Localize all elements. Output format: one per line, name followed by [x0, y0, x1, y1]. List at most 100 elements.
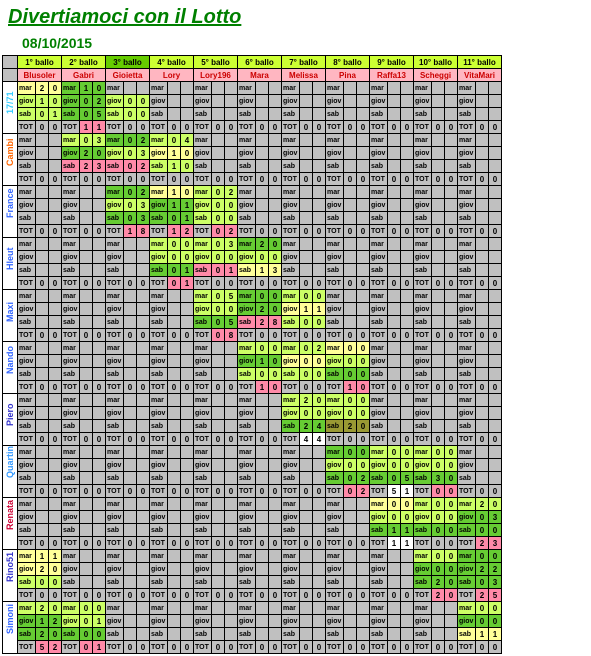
cell-value	[36, 134, 49, 147]
cell-value: 0	[300, 355, 313, 368]
row-label: mar	[150, 498, 168, 511]
row-label: TOT	[106, 173, 124, 186]
cell-value	[269, 186, 282, 199]
cell-value: 0	[476, 173, 489, 186]
cell-value: 1	[256, 264, 269, 277]
cell-value: 0	[124, 433, 137, 446]
cell-value: 0	[313, 381, 326, 394]
cell-value: 0	[388, 511, 401, 524]
row-label: sab	[194, 264, 212, 277]
cell-value	[212, 147, 225, 160]
cell-value	[93, 420, 106, 433]
cell-value	[80, 342, 93, 355]
row-label: mar	[458, 446, 476, 459]
row-label: TOT	[282, 121, 300, 134]
row-label: TOT	[370, 589, 388, 602]
row-label: TOT	[106, 641, 124, 654]
row-label: mar	[370, 602, 388, 615]
cell-value: 0	[212, 485, 225, 498]
cell-value: 0	[36, 381, 49, 394]
cell-value: 0	[401, 433, 414, 446]
row-label: sab	[414, 160, 432, 173]
cell-value	[357, 628, 370, 641]
cell-value: 0	[93, 173, 106, 186]
row-label: giov	[194, 355, 212, 368]
row-label: giov	[62, 511, 80, 524]
cell-value: 0	[432, 121, 445, 134]
cell-value: 5	[225, 316, 238, 329]
cell-value: 0	[36, 433, 49, 446]
cell-value	[181, 576, 194, 589]
cell-value: 0	[476, 576, 489, 589]
cell-value: 0	[476, 329, 489, 342]
row-label: TOT	[370, 641, 388, 654]
cell-value: 0	[432, 459, 445, 472]
row-label: TOT	[106, 381, 124, 394]
cell-value	[80, 251, 93, 264]
cell-value	[300, 511, 313, 524]
row-label: mar	[326, 602, 344, 615]
row-label: sab	[370, 368, 388, 381]
cell-value	[388, 212, 401, 225]
row-label: giov	[414, 615, 432, 628]
cell-value	[181, 342, 194, 355]
cell-value: 1	[489, 628, 502, 641]
cell-value	[93, 290, 106, 303]
cell-value: 0	[36, 329, 49, 342]
row-label: mar	[414, 498, 432, 511]
cell-value: 0	[124, 199, 137, 212]
row-label: mar	[150, 550, 168, 563]
row-label: mar	[458, 550, 476, 563]
row-label: mar	[326, 342, 344, 355]
cell-value	[313, 212, 326, 225]
row-label: giov	[326, 407, 344, 420]
cell-value: 0	[168, 212, 181, 225]
row-label: giov	[458, 251, 476, 264]
cell-value	[344, 134, 357, 147]
cell-value: 0	[445, 485, 458, 498]
cell-value	[344, 82, 357, 95]
row-label: TOT	[326, 641, 344, 654]
cell-value	[137, 511, 150, 524]
cell-value: 1	[80, 82, 93, 95]
cell-value: 0	[256, 329, 269, 342]
cell-value	[124, 472, 137, 485]
cell-value	[300, 563, 313, 576]
cell-value	[49, 147, 62, 160]
cell-value	[344, 303, 357, 316]
cell-value	[181, 316, 194, 329]
cell-value: 0	[93, 589, 106, 602]
cell-value: 0	[212, 238, 225, 251]
row-label: mar	[370, 238, 388, 251]
cell-value	[445, 147, 458, 160]
row-label: TOT	[414, 485, 432, 498]
row-label: mar	[414, 134, 432, 147]
cell-value	[181, 472, 194, 485]
row-label: TOT	[238, 589, 256, 602]
cell-value	[476, 160, 489, 173]
cell-value	[357, 615, 370, 628]
cell-value	[388, 134, 401, 147]
cell-value: 0	[489, 602, 502, 615]
cell-value: 1	[300, 303, 313, 316]
cell-value: 0	[489, 329, 502, 342]
row-label: giov	[150, 563, 168, 576]
cell-value: 0	[269, 641, 282, 654]
cell-value: 0	[181, 537, 194, 550]
row-label: sab	[282, 212, 300, 225]
cell-value: 0	[256, 173, 269, 186]
cell-value	[212, 472, 225, 485]
cell-value	[137, 498, 150, 511]
cell-value: 1	[36, 550, 49, 563]
cell-value	[300, 498, 313, 511]
cell-value: 1	[256, 381, 269, 394]
cell-value	[269, 199, 282, 212]
cell-value	[445, 199, 458, 212]
cell-value	[445, 264, 458, 277]
cell-value: 0	[256, 368, 269, 381]
cell-value: 0	[269, 121, 282, 134]
row-label: mar	[106, 498, 124, 511]
cell-value	[401, 134, 414, 147]
cell-value: 0	[212, 303, 225, 316]
row-label: sab	[458, 264, 476, 277]
